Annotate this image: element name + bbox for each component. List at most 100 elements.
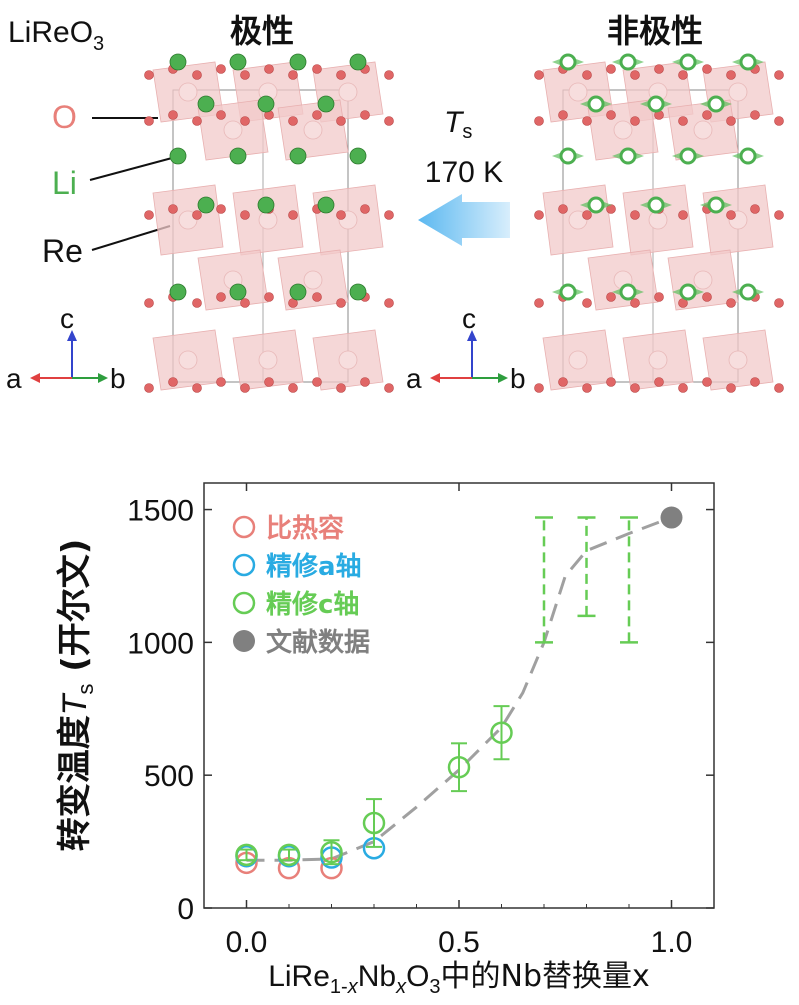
o-atom bbox=[774, 383, 784, 393]
re-atom bbox=[258, 210, 278, 230]
li-atom bbox=[707, 95, 725, 113]
x-tick-label: 1.0 bbox=[651, 926, 693, 959]
o-atom bbox=[264, 292, 274, 302]
li-atom bbox=[619, 53, 637, 71]
o-atom bbox=[702, 110, 712, 120]
o-atom bbox=[384, 383, 394, 393]
o-atom bbox=[606, 377, 616, 387]
o-atom bbox=[144, 298, 154, 308]
o-atom bbox=[606, 292, 616, 302]
o-atom bbox=[582, 70, 592, 80]
li-atom bbox=[289, 53, 307, 71]
o-atom bbox=[654, 292, 664, 302]
o-atom bbox=[384, 298, 394, 308]
li-atom bbox=[739, 147, 757, 165]
o-atom bbox=[264, 377, 274, 387]
axes-triad-right: c a b bbox=[406, 303, 526, 394]
li-atom bbox=[169, 283, 187, 301]
o-atom bbox=[312, 64, 322, 74]
o-atom bbox=[534, 383, 544, 393]
li-atom bbox=[197, 196, 215, 214]
o-atom bbox=[264, 64, 274, 74]
o-atom bbox=[726, 298, 736, 308]
o-atom bbox=[630, 70, 640, 80]
o-atom bbox=[774, 298, 784, 308]
o-atom bbox=[630, 210, 640, 220]
li-atom bbox=[257, 95, 275, 113]
li-atom bbox=[679, 53, 697, 71]
li-atom bbox=[739, 53, 757, 71]
li-atom bbox=[289, 283, 307, 301]
transition-temperature-value: 170 K bbox=[425, 156, 503, 189]
o-atom bbox=[312, 292, 322, 302]
o-atom bbox=[216, 292, 226, 302]
o-atom bbox=[654, 377, 664, 387]
li-atom bbox=[317, 95, 335, 113]
li-atom bbox=[559, 147, 577, 165]
re-atom bbox=[648, 350, 668, 370]
li-atom bbox=[257, 196, 275, 214]
rhenium-label: Re bbox=[42, 233, 83, 269]
o-atom bbox=[216, 64, 226, 74]
compound-formula: LiReO3 bbox=[8, 16, 104, 55]
o-atom bbox=[702, 292, 712, 302]
li-atom bbox=[197, 95, 215, 113]
o-atom bbox=[288, 383, 298, 393]
axis-b-label: b bbox=[110, 363, 126, 394]
o-atom bbox=[384, 210, 394, 220]
li-atom bbox=[559, 53, 577, 71]
o-atom bbox=[192, 70, 202, 80]
li-atom bbox=[349, 147, 367, 165]
li-atom bbox=[619, 147, 637, 165]
re-atom bbox=[613, 120, 633, 140]
o-atom bbox=[216, 110, 226, 120]
li-atom bbox=[739, 283, 757, 301]
axis-a-label: a bbox=[406, 363, 422, 394]
oxygen-label: O bbox=[52, 99, 77, 135]
nonpolar-structure-image bbox=[534, 53, 784, 393]
legend-label: 精修a轴 bbox=[266, 551, 362, 582]
o-atom bbox=[630, 116, 640, 126]
o-atom bbox=[726, 210, 736, 220]
legend-marker bbox=[233, 630, 255, 652]
re-atom bbox=[338, 82, 358, 102]
o-atom bbox=[288, 210, 298, 220]
o-atom bbox=[534, 116, 544, 126]
legend-marker bbox=[232, 553, 256, 577]
o-atom bbox=[360, 110, 370, 120]
y-tick-label: 1000 bbox=[127, 627, 194, 660]
li-atom bbox=[559, 283, 577, 301]
re-atom bbox=[693, 120, 713, 140]
nonpolar-label: 非极性 bbox=[607, 12, 703, 50]
o-atom bbox=[726, 383, 736, 393]
o-atom bbox=[144, 116, 154, 126]
o-atom bbox=[240, 383, 250, 393]
legend-label: 文献数据 bbox=[266, 627, 370, 658]
axis-c-label: c bbox=[60, 303, 74, 334]
y-axis-label: 转变温度Ts (开尔文) bbox=[55, 539, 98, 852]
li-atom bbox=[169, 53, 187, 71]
re-atom bbox=[178, 350, 198, 370]
o-atom bbox=[534, 298, 544, 308]
o-atom bbox=[558, 377, 568, 387]
o-atom bbox=[630, 383, 640, 393]
o-atom bbox=[702, 64, 712, 74]
data-marks bbox=[235, 506, 683, 880]
re-atom bbox=[568, 82, 588, 102]
o-atom bbox=[192, 298, 202, 308]
o-atom bbox=[702, 377, 712, 387]
o-atom bbox=[384, 116, 394, 126]
o-atom bbox=[774, 116, 784, 126]
axes-triad-left: c a b bbox=[6, 303, 126, 394]
o-atom bbox=[360, 204, 370, 214]
o-atom bbox=[240, 298, 250, 308]
o-atom bbox=[678, 210, 688, 220]
o-atom bbox=[582, 383, 592, 393]
axis-a-label: a bbox=[6, 363, 22, 394]
re-atom bbox=[178, 82, 198, 102]
o-atom bbox=[168, 204, 178, 214]
li-atom bbox=[587, 196, 605, 214]
o-atom bbox=[726, 116, 736, 126]
